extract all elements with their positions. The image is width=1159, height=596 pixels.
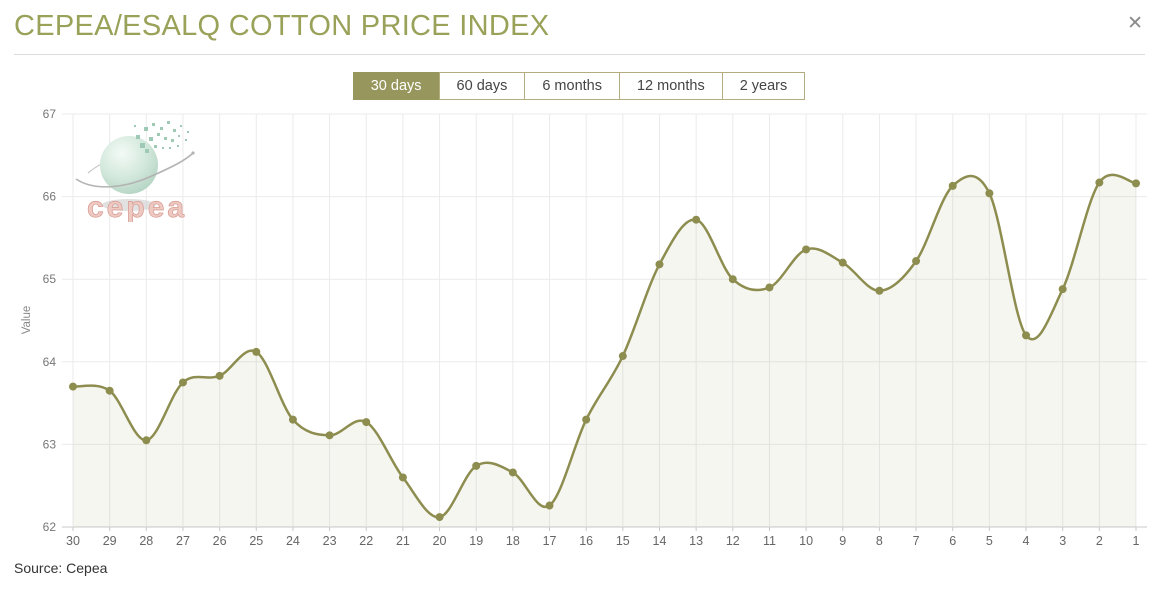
data-point xyxy=(838,258,847,267)
data-point xyxy=(142,436,151,445)
range-button-12-months[interactable]: 12 months xyxy=(618,72,723,100)
x-tick-label: 30 xyxy=(66,534,80,548)
header: CEPEA/ESALQ COTTON PRICE INDEX ✕ xyxy=(0,0,1159,43)
x-tick-label: 15 xyxy=(616,534,630,548)
data-point xyxy=(508,468,517,477)
data-point xyxy=(728,275,737,284)
y-tick-label: 66 xyxy=(43,190,57,204)
header-divider xyxy=(14,54,1145,55)
source-label: Source: Cepea xyxy=(14,560,108,576)
x-tick-label: 6 xyxy=(949,534,956,548)
range-button-60-days[interactable]: 60 days xyxy=(438,72,526,100)
x-tick-label: 29 xyxy=(103,534,117,548)
y-tick-label: 63 xyxy=(43,437,57,451)
data-point xyxy=(582,415,591,424)
x-tick-label: 1 xyxy=(1133,534,1140,548)
data-point xyxy=(802,245,811,254)
data-point xyxy=(288,415,297,424)
data-point xyxy=(435,513,444,522)
close-icon[interactable]: ✕ xyxy=(1127,13,1143,34)
x-tick-label: 8 xyxy=(876,534,883,548)
y-tick-label: 65 xyxy=(43,272,57,286)
x-tick-label: 7 xyxy=(913,534,920,548)
data-point xyxy=(398,473,407,482)
data-point xyxy=(1058,285,1067,294)
data-point xyxy=(69,382,77,391)
range-button-group: 30 days 60 days 6 months 12 months 2 yea… xyxy=(0,72,1159,100)
data-point xyxy=(252,347,261,356)
data-point xyxy=(1132,179,1140,188)
x-tick-label: 18 xyxy=(506,534,520,548)
data-point xyxy=(1022,331,1031,340)
range-button-2-years[interactable]: 2 years xyxy=(721,72,806,100)
x-tick-label: 20 xyxy=(433,534,447,548)
y-tick-label: 62 xyxy=(43,520,57,534)
range-button-6-months[interactable]: 6 months xyxy=(524,72,620,100)
data-point xyxy=(472,461,481,470)
series-area xyxy=(73,174,1136,528)
data-point xyxy=(912,257,921,266)
x-tick-label: 19 xyxy=(469,534,483,548)
data-point xyxy=(105,386,114,395)
x-tick-label: 5 xyxy=(986,534,993,548)
data-point xyxy=(985,189,994,198)
x-tick-label: 28 xyxy=(139,534,153,548)
x-tick-label: 22 xyxy=(359,534,373,548)
data-point xyxy=(655,260,664,269)
x-tick-label: 9 xyxy=(839,534,846,548)
data-point xyxy=(325,431,334,440)
x-tick-label: 4 xyxy=(1023,534,1030,548)
x-tick-label: 25 xyxy=(249,534,263,548)
data-point xyxy=(178,378,187,387)
y-tick-label: 67 xyxy=(43,107,57,121)
x-tick-label: 2 xyxy=(1096,534,1103,548)
x-tick-label: 3 xyxy=(1059,534,1066,548)
x-tick-label: 12 xyxy=(726,534,740,548)
chart-area: 62 63 64 65 66 67 30 29 28 27 26 25 24 23 22 21 20 19 18 17… xyxy=(0,104,1159,559)
page-title: CEPEA/ESALQ COTTON PRICE INDEX xyxy=(14,10,550,42)
data-point xyxy=(1095,178,1104,187)
x-tick-label: 24 xyxy=(286,534,300,548)
x-tick-label: 14 xyxy=(653,534,667,548)
data-point xyxy=(875,286,884,295)
data-point xyxy=(215,371,224,380)
x-tick-label: 26 xyxy=(213,534,227,548)
data-point xyxy=(545,501,554,510)
y-tick-label: 64 xyxy=(43,355,57,369)
range-button-30-days[interactable]: 30 days xyxy=(352,72,440,100)
x-tick-label: 16 xyxy=(579,534,593,548)
data-point xyxy=(618,352,627,361)
x-tick-label: 27 xyxy=(176,534,190,548)
data-point xyxy=(692,215,701,224)
x-tick-label: 10 xyxy=(799,534,813,548)
x-tick-label: 17 xyxy=(543,534,557,548)
data-point xyxy=(765,283,774,292)
x-tick-label: 21 xyxy=(396,534,410,548)
data-point xyxy=(948,181,957,190)
x-tick-label: 23 xyxy=(323,534,337,548)
y-axis-title: Value xyxy=(21,306,33,335)
x-tick-label: 11 xyxy=(763,534,776,548)
data-point xyxy=(362,418,371,427)
x-tick-label: 13 xyxy=(689,534,703,548)
